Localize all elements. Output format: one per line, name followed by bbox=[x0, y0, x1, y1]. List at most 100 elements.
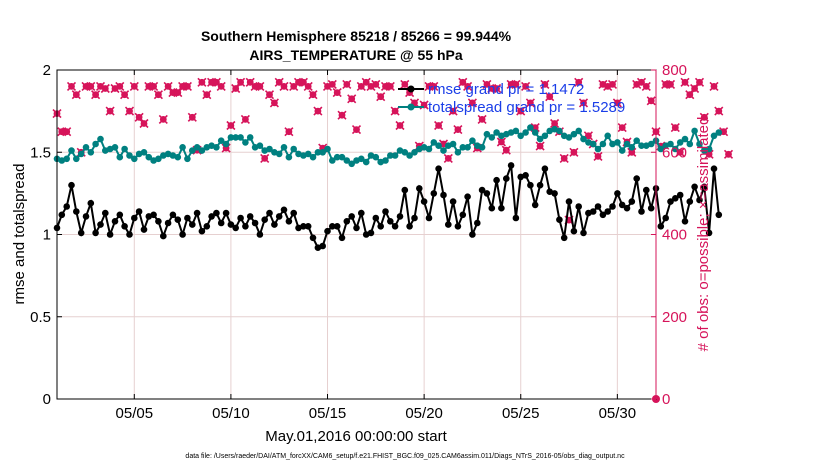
totalspread-point bbox=[184, 155, 191, 163]
totalspread-point bbox=[121, 145, 128, 153]
obs-assimilated-point bbox=[342, 79, 352, 89]
totalspread-point bbox=[536, 135, 544, 143]
totalspread-point bbox=[696, 140, 703, 148]
totalspread-point bbox=[594, 145, 602, 153]
obs-assimilated-point bbox=[434, 120, 444, 131]
rmse-point bbox=[599, 211, 607, 219]
totalspread-point bbox=[604, 132, 611, 140]
totalspread-point bbox=[623, 140, 631, 148]
totalspread-point bbox=[614, 139, 621, 146]
obs-assimilated-point bbox=[260, 153, 270, 163]
rmse-point bbox=[454, 223, 462, 230]
totalspread-point bbox=[285, 153, 293, 161]
obs-assimilated-point bbox=[545, 92, 555, 102]
obs-assimilated-point bbox=[182, 81, 192, 91]
y-left-tick-label: 0.5 bbox=[30, 309, 51, 326]
rmse-point bbox=[68, 181, 75, 189]
obs-assimilated-point bbox=[303, 81, 313, 91]
y-right-tick-label: 600 bbox=[662, 144, 687, 161]
obs-assimilated-point bbox=[540, 79, 550, 89]
rmse-point bbox=[275, 213, 283, 220]
obs-assimilated-point bbox=[236, 77, 246, 87]
totalspread-point bbox=[242, 139, 249, 146]
y-axis-label-right: # of obs: o=possible; ×=assimilated bbox=[695, 117, 712, 352]
totalspread-point bbox=[213, 144, 220, 151]
rmse-point bbox=[382, 208, 389, 215]
x-tick-label: 05/15 bbox=[309, 405, 347, 422]
totalspread-point bbox=[97, 135, 104, 143]
totalspread-point bbox=[304, 150, 312, 158]
totalspread-point bbox=[227, 134, 235, 141]
obs-assimilated-point bbox=[149, 81, 159, 91]
obs-assimilated-point bbox=[627, 147, 637, 157]
obs-assimilated-point bbox=[86, 81, 96, 91]
rmse-point bbox=[551, 190, 558, 197]
totalspread-point bbox=[266, 145, 273, 153]
totalspread-point bbox=[222, 140, 230, 148]
obs-assimilated-point bbox=[477, 114, 487, 124]
totalspread-point bbox=[676, 139, 684, 146]
rmse-point bbox=[372, 214, 380, 222]
obs-assimilated-point bbox=[115, 81, 125, 91]
obs-assimilated-point bbox=[100, 83, 110, 94]
obs-assimilated-point bbox=[617, 123, 627, 133]
totalspread-point bbox=[705, 145, 713, 153]
totalspread-point bbox=[599, 140, 607, 148]
totalspread-point bbox=[686, 140, 694, 148]
obs-assimilated-point bbox=[376, 92, 386, 102]
y-left-tick-label: 1.5 bbox=[30, 144, 51, 161]
totalspread-point bbox=[343, 157, 351, 164]
obs-assimilated-point bbox=[607, 79, 618, 89]
totalspread-point bbox=[672, 145, 679, 153]
axis-ticks: 05/05 05/10 05/15 05/20 05/25 05/3000.511.520… bbox=[30, 62, 687, 422]
rmse-point bbox=[343, 218, 351, 225]
totalspread-point bbox=[338, 153, 346, 161]
totalspread-point bbox=[68, 147, 75, 154]
obs-assimilated-point bbox=[153, 90, 163, 100]
obs-assimilated-point bbox=[612, 98, 622, 108]
rmse-point bbox=[662, 214, 669, 222]
rmse-point bbox=[464, 193, 471, 200]
rmse-point bbox=[623, 204, 631, 212]
totalspread-point bbox=[469, 137, 476, 144]
totalspread-point bbox=[82, 144, 90, 151]
obs-assimilated-point bbox=[535, 141, 545, 151]
obs-assimilated-point bbox=[139, 118, 149, 129]
rmse-point bbox=[527, 181, 534, 189]
obs-assimilated-point bbox=[511, 79, 521, 89]
totalspread-series bbox=[53, 124, 723, 168]
rmse-point bbox=[164, 219, 172, 227]
obs-assimilated-point bbox=[400, 79, 410, 89]
y-axis-label-left: rmse and totalspread bbox=[11, 164, 28, 305]
obs-assimilated-point bbox=[670, 123, 680, 133]
rmse-point bbox=[324, 227, 331, 235]
totalspread-point bbox=[111, 144, 119, 151]
totalspread-point bbox=[237, 134, 244, 141]
obs-assimilated-point bbox=[516, 106, 526, 116]
obs-assimilated-point bbox=[448, 106, 458, 116]
rmse-point bbox=[594, 203, 602, 210]
rmse-point bbox=[396, 213, 404, 220]
rmse-point bbox=[430, 190, 438, 197]
totalspread-point bbox=[198, 147, 206, 154]
obs-assimilated-point bbox=[569, 147, 579, 157]
totalspread-point bbox=[391, 152, 399, 159]
totalspread-point bbox=[314, 149, 322, 156]
totalspread-point bbox=[575, 127, 582, 135]
rmse-point bbox=[570, 227, 578, 235]
rmse-point bbox=[449, 198, 457, 205]
x-tick-label: 05/20 bbox=[405, 405, 443, 422]
obs-assimilated-point bbox=[173, 88, 183, 98]
legend-spread-label: totalspread grand pr = 1.5289 bbox=[428, 99, 625, 116]
legend: rmse grand pr = 1.1472 totalspread grand… bbox=[398, 81, 625, 116]
obs-assimilated-point bbox=[347, 94, 357, 104]
y-left-tick-label: 2 bbox=[43, 62, 51, 79]
totalspread-point bbox=[488, 134, 496, 141]
y-right-tick-label: 800 bbox=[662, 62, 687, 79]
rmse-point bbox=[300, 223, 307, 230]
totalspread-point bbox=[256, 142, 264, 149]
rmse-point bbox=[657, 223, 665, 230]
rmse-point bbox=[102, 209, 109, 217]
totalspread-point bbox=[73, 155, 80, 163]
totalspread-point bbox=[319, 149, 327, 156]
